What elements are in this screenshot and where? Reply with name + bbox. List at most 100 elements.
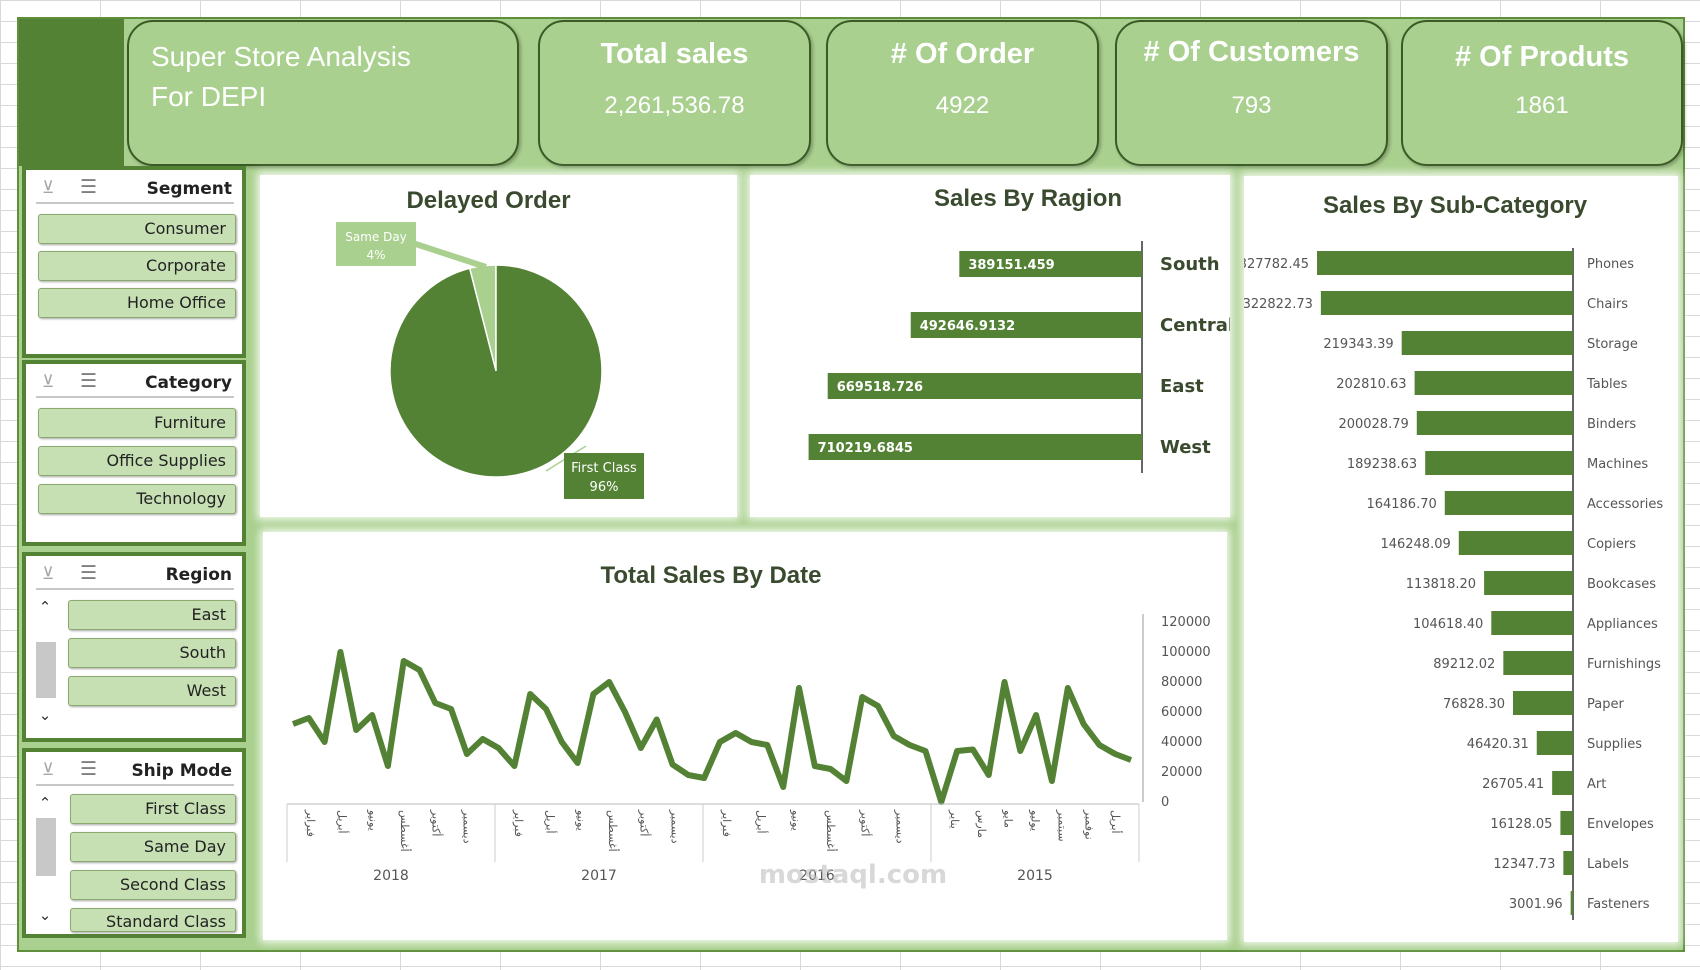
subcategory-bar [1570,891,1573,915]
subcategory-category-label: Bookcases [1587,577,1656,592]
subcategory-bar [1401,331,1573,355]
slicer-item-consumer[interactable]: Consumer [38,214,236,244]
chevron-down-icon[interactable]: ⌄ [38,706,52,724]
subcategory-bar-label: 89212.02 [1433,657,1495,672]
subcategory-bar-label: 219343.39 [1323,337,1393,352]
subcategory-category-label: Tables [1586,377,1628,392]
clear-filter-icon[interactable]: ⊻ [42,760,55,780]
subcategory-bar [1491,611,1573,635]
month-label: ديسمبر [461,809,474,844]
multi-select-icon[interactable]: ☰ [80,562,98,584]
month-label: يونيو [575,809,588,831]
subcategory-category-label: Copiers [1587,537,1636,552]
slicer-item-same-day[interactable]: Same Day [70,832,236,862]
pie-label-box [564,453,644,499]
subcategory-bar-label: 12347.73 [1493,857,1555,872]
month-label: أبريل [1109,810,1123,834]
clear-filter-icon[interactable]: ⊻ [42,564,55,584]
month-label: سبتمبر [1055,809,1068,842]
slicer-item-first-class[interactable]: First Class [70,794,236,824]
slicer-item-furniture[interactable]: Furniture [38,408,236,438]
subcategory-category-label: Furnishings [1587,657,1661,672]
slicer-header: ⊻ ☰ Region [36,560,234,590]
y-tick-label: 120000 [1161,615,1211,630]
slicer-item-technology[interactable]: Technology [38,484,236,514]
pie-label: Same Day [345,230,407,244]
slicer-item-standard-class[interactable]: Standard Class [70,908,236,932]
month-label: يونيو [367,809,380,831]
clear-filter-icon[interactable]: ⊻ [42,372,55,392]
pie-slice [389,264,603,478]
dashboard-subtitle: For DEPI [151,81,267,112]
year-label: 2015 [1017,868,1053,884]
subcategory-category-label: Fasteners [1587,897,1650,912]
subcategory-bar-label: 200028.79 [1338,417,1408,432]
slicer-item-corporate[interactable]: Corporate [38,251,236,281]
header-accent-block [19,19,124,166]
chevron-down-icon[interactable]: ⌄ [38,906,52,924]
slicer-item-office-supplies[interactable]: Office Supplies [38,446,236,476]
subcategory-category-label: Storage [1587,337,1638,352]
month-label: فبراير [512,809,525,837]
subcategory-category-label: Chairs [1587,297,1628,312]
dashboard-title-card: Super Store Analysis For DEPI [127,20,519,166]
region-bar [959,251,1142,277]
month-label: نوفمبر [1082,809,1095,840]
dashboard-title: Super Store Analysis [151,41,411,72]
multi-select-icon[interactable]: ☰ [80,176,98,198]
subcategory-bar-label: 104618.40 [1413,617,1483,632]
subcategory-bar-label: 26705.41 [1482,777,1544,792]
month-label: يونيو [789,809,802,831]
sales-by-region-panel: Sales By Ragion 389151.459 South 492646.91… [750,175,1230,517]
chevron-up-icon[interactable]: ⌃ [38,794,52,812]
clear-filter-icon[interactable]: ⊻ [42,178,55,198]
region-category-label: East [1160,376,1204,397]
subcategory-bar-label: 16128.05 [1490,817,1552,832]
year-label: 2017 [581,868,617,884]
slicer-item-second-class[interactable]: Second Class [70,870,236,900]
scrollbar-thumb[interactable] [36,642,56,698]
kpi-value: 1861 [1515,92,1569,119]
y-tick-label: 60000 [1161,705,1202,720]
kpi-total-sales: Total sales 2,261,536.78 [538,20,811,166]
kpi-orders: # Of Order 4922 [826,20,1099,166]
multi-select-icon[interactable]: ☰ [80,370,98,392]
chevron-up-icon[interactable]: ⌃ [38,598,52,616]
month-label: يوليو [1029,809,1042,831]
chart-title: Delayed Order [406,187,571,214]
subcategory-category-label: Paper [1587,697,1624,712]
slicer-item-east[interactable]: East [68,600,236,630]
month-label: أغسطس [606,810,620,852]
slicer-item-home-office[interactable]: Home Office [38,288,236,318]
subcategory-category-label: Appliances [1587,617,1658,632]
chart-title: Sales By Ragion [933,185,1123,212]
subcategory-bar [1425,451,1573,475]
slicer-scrollbar[interactable]: ⌃ ⌄ [34,598,56,730]
slicer-header: ⊻ ☰ Ship Mode [36,756,234,786]
subcategory-bar [1560,811,1573,835]
region-bar [910,312,1142,338]
slicer-scrollbar[interactable]: ⌃ ⌄ [34,794,56,932]
slicer-item-west[interactable]: West [68,676,236,706]
month-label: مارس [975,810,988,838]
scrollbar-thumb[interactable] [36,818,56,876]
month-label: أبريل [335,810,349,834]
subcategory-bar-label: 3001.96 [1509,897,1563,912]
subcategory-category-label: Art [1587,777,1606,792]
month-label: فبراير [720,809,733,837]
category-slicer: ⊻ ☰ Category Furniture Office Supplies T… [22,360,246,546]
y-tick-label: 80000 [1161,675,1202,690]
subcategory-bar-chart: 327782.45 Phones 322822.73 Chairs 219343.39 S… [1244,248,1663,920]
subcategory-category-label: Supplies [1587,737,1642,752]
region-slicer: ⊻ ☰ Region ⌃ ⌄ East South West [22,552,246,742]
region-bar [827,373,1142,399]
multi-select-icon[interactable]: ☰ [80,758,98,780]
chart-title: Total Sales By Date [600,562,822,589]
subcategory-bar-label: 46420.31 [1467,737,1529,752]
subcategory-bar [1552,771,1573,795]
slicer-item-south[interactable]: South [68,638,236,668]
region-bar-chart: 389151.459 South 492646.9132 Central 669518.… [808,241,1230,473]
region-bar-label: 710219.6845 [818,441,913,456]
subcategory-bar [1503,651,1573,675]
pie-value: 4% [366,248,385,262]
